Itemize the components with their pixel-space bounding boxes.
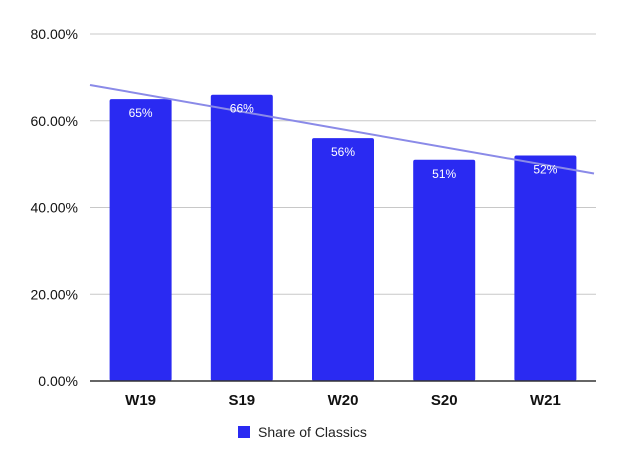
y-tick-label: 60.00%: [31, 113, 78, 129]
data-labels: 65% 66% 56% 51% 52%: [129, 102, 558, 181]
x-axis-tick-labels: W19 S19 W20 S20 W21: [125, 392, 561, 409]
x-tick-label: S19: [228, 392, 255, 409]
x-tick-label: W20: [328, 392, 359, 409]
bar: [413, 159, 476, 381]
data-label: 52%: [533, 162, 557, 176]
bars: [109, 94, 577, 381]
data-label: 56%: [331, 145, 355, 159]
y-axis-tick-labels: 0.00% 20.00% 40.00% 60.00% 80.00%: [31, 26, 78, 389]
y-tick-label: 80.00%: [31, 26, 78, 42]
legend-swatch: [238, 426, 250, 438]
data-label: 66%: [230, 102, 254, 116]
y-tick-label: 0.00%: [38, 373, 78, 389]
y-tick-label: 40.00%: [31, 200, 78, 216]
x-tick-label: S20: [431, 392, 458, 409]
x-tick-label: W21: [530, 392, 561, 409]
bar: [514, 155, 577, 381]
trendline-group: [89, 83, 595, 175]
trendline: [89, 83, 595, 175]
data-label: 51%: [432, 167, 456, 181]
legend-label: Share of Classics: [258, 424, 367, 440]
bar: [109, 99, 172, 381]
bar: [210, 94, 273, 381]
bar: [312, 138, 374, 381]
data-label: 65%: [129, 106, 153, 120]
legend: Share of Classics: [238, 424, 367, 440]
x-tick-label: W19: [125, 392, 156, 409]
y-tick-label: 20.00%: [31, 286, 78, 302]
